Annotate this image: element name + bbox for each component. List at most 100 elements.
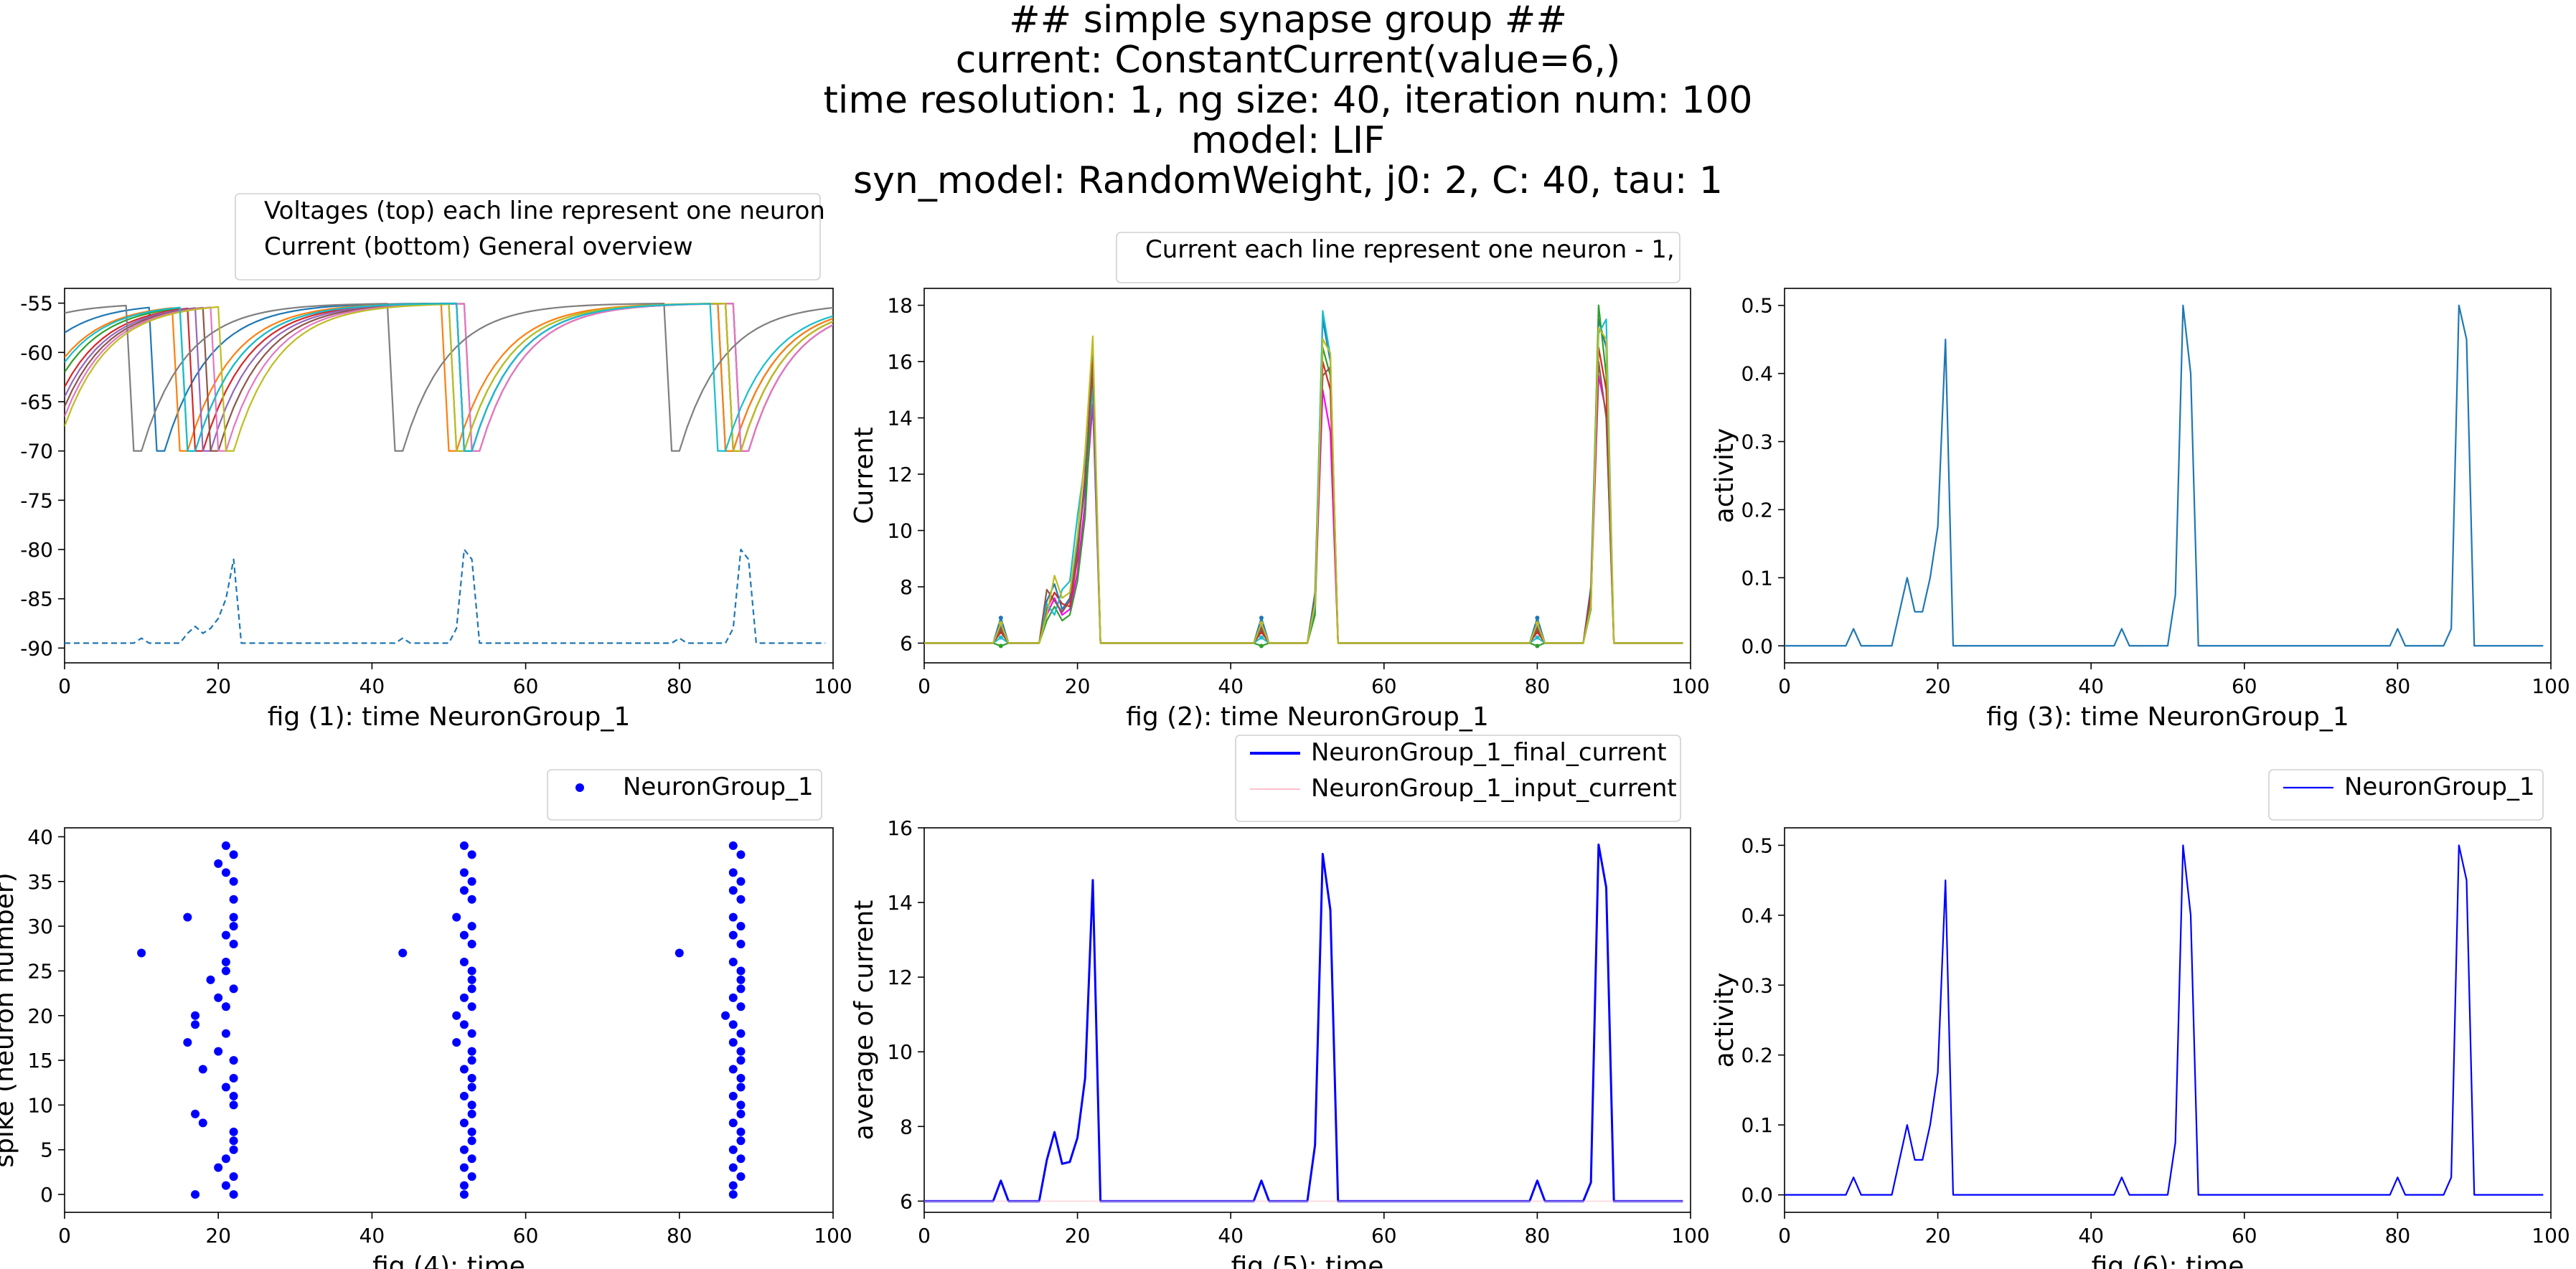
y-tick-label: 0.5 (1741, 834, 1773, 857)
spike-point (467, 850, 476, 859)
spike-point (191, 1011, 200, 1020)
x-tick-label: 100 (1671, 1224, 1709, 1247)
legend-entry: Voltages (top) each line represent one n… (264, 197, 825, 225)
spike-point (736, 975, 746, 984)
series-line (924, 319, 1683, 644)
series-line (924, 374, 1683, 644)
y-tick-label: 40 (27, 825, 53, 849)
spike-point (467, 922, 476, 931)
series-line (924, 360, 1683, 644)
x-tick-label: 60 (2232, 1224, 2257, 1247)
series-point (1535, 621, 1540, 626)
spike-point (728, 1163, 738, 1172)
voltage-line (65, 303, 833, 452)
y-tick-label: -65 (20, 390, 53, 414)
x-tick-label: 40 (1218, 674, 1244, 698)
spike-point (736, 1002, 746, 1011)
spike-point (229, 912, 238, 922)
chart-fig6: 0 20 40 60 80 100 0.0 0.1 0.2 0.3 0.4 0.5 fig (6): t… (1710, 769, 2570, 1269)
spike-point (728, 1181, 738, 1190)
spike-point (728, 1091, 738, 1100)
spike-point (736, 1082, 746, 1092)
spike-point (736, 966, 746, 976)
y-axis-label: Current (850, 427, 879, 524)
legend-box (235, 193, 821, 280)
legend-box (1116, 232, 1680, 283)
spike-point (728, 912, 738, 922)
spike-point (459, 1091, 469, 1100)
spike-point (728, 1145, 738, 1154)
spike-point (221, 841, 230, 850)
series-line (924, 310, 1683, 644)
y-tick-label: 0.2 (1741, 1044, 1773, 1067)
spike-point (736, 1056, 746, 1065)
spike-point (221, 957, 230, 966)
spike-point (728, 868, 738, 877)
spike-point (728, 930, 738, 940)
spike-point (728, 1038, 738, 1047)
series-line (924, 304, 1683, 647)
x-tick-label: 80 (1525, 674, 1551, 698)
spike-point (736, 895, 746, 904)
y-tick-label: -60 (20, 341, 53, 364)
y-tick-label: -55 (20, 292, 53, 316)
spike-point (728, 1118, 738, 1128)
y-tick-label: 30 (27, 915, 53, 938)
title-line-1: ## simple synapse group ## (1009, 0, 1567, 42)
plot-frame (64, 288, 834, 664)
y-tick-label: 0.1 (1741, 1113, 1773, 1137)
spike-point (198, 1065, 207, 1074)
spike-point (229, 1074, 238, 1083)
y-tick-label: 10 (887, 519, 913, 543)
spike-point (721, 1011, 730, 1020)
spike-point (221, 868, 230, 877)
legend-box (2268, 769, 2544, 821)
spike-point (229, 1172, 238, 1181)
y-tick-label: 6 (900, 632, 913, 656)
y-tick-label: 16 (887, 816, 913, 840)
spike-point (229, 1127, 238, 1136)
spike-point (467, 895, 476, 904)
x-tick-label: 100 (814, 674, 852, 698)
series-line (924, 326, 1683, 644)
spike-point (728, 841, 738, 850)
spike-point (221, 1154, 230, 1164)
voltage-line (65, 303, 833, 452)
spike-point (459, 930, 469, 940)
legend-box (547, 769, 822, 821)
x-tick-label: 0 (58, 1224, 71, 1247)
y-tick-label: 25 (27, 959, 53, 983)
spike-point (191, 1109, 200, 1118)
spike-point (459, 868, 469, 877)
x-axis-label: fig (6): time (2092, 1252, 2244, 1269)
spike-point (214, 859, 223, 868)
spike-point (467, 1109, 476, 1118)
y-tick-label: 18 (887, 294, 913, 318)
spike-point (467, 1082, 476, 1092)
spike-point (736, 877, 746, 886)
series-line (924, 346, 1683, 644)
spike-point (229, 877, 238, 886)
x-tick-label: 60 (513, 674, 539, 698)
plot-frame (923, 827, 1691, 1213)
spike-point (736, 922, 746, 931)
spike-point (459, 993, 469, 1002)
chart-fig2: 0 20 40 60 80 100 6 8 10 12 14 16 18 fig (2): time Ne… (850, 232, 1710, 732)
series-point (1259, 615, 1264, 621)
x-tick-label: 0 (58, 674, 71, 698)
x-tick-label: 40 (359, 674, 385, 698)
y-tick-label: -80 (20, 538, 53, 562)
spike-point (221, 1181, 230, 1190)
y-tick-label: 12 (887, 966, 913, 989)
spike-point (459, 1118, 469, 1128)
x-tick-label: 100 (2532, 1224, 2570, 1247)
x-tick-label: 0 (918, 674, 931, 698)
chart-fig4: 0 20 40 60 80 100 0 5 10 15 20 25 30 35 40 fig (4): tim… (0, 769, 852, 1269)
spike-point (229, 1056, 238, 1065)
chart-fig3: 0 20 40 60 80 100 0.0 0.1 0.2 0.3 0.4 0.5 fig (3): t… (1710, 288, 2570, 732)
y-tick-label: 0.3 (1741, 973, 1773, 997)
spike-point (459, 957, 469, 966)
x-tick-label: 60 (1371, 1224, 1397, 1247)
spike-point (728, 1190, 738, 1199)
x-tick-label: 0 (918, 1224, 931, 1247)
